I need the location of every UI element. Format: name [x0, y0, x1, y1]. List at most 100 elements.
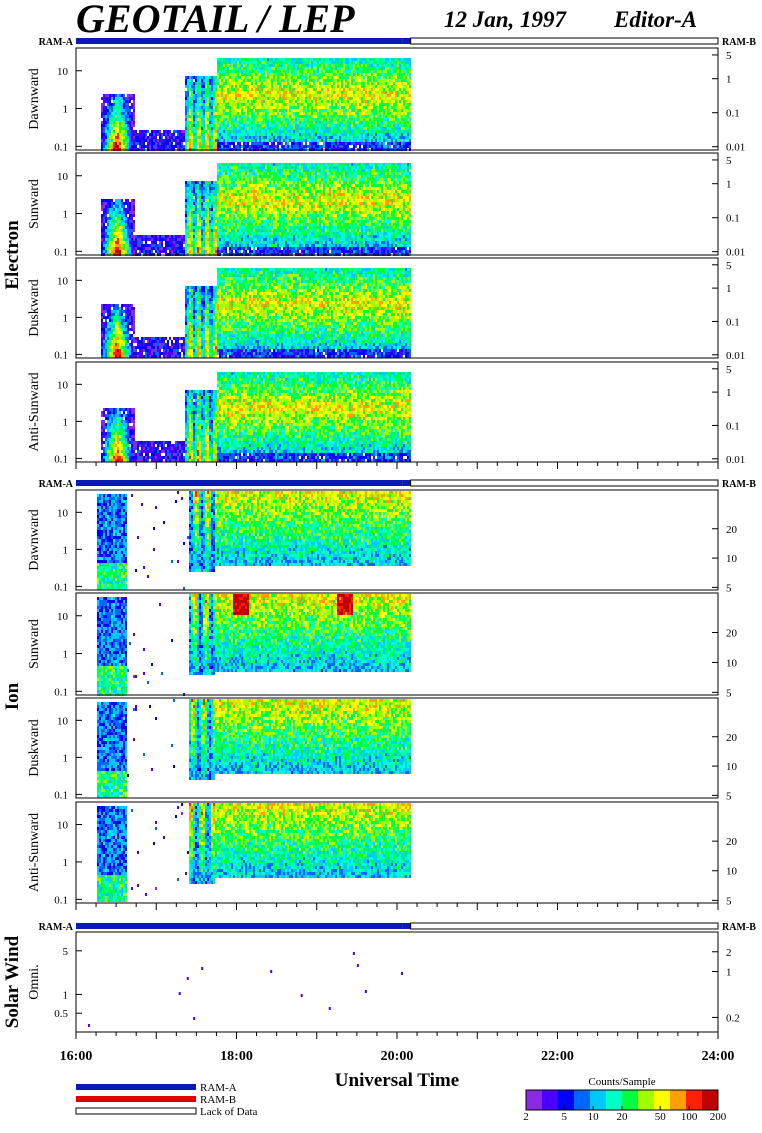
- heatmap-cell: [127, 100, 129, 103]
- heatmap-cell: [371, 70, 373, 73]
- heatmap-cell: [391, 112, 393, 115]
- heatmap-cell: [385, 109, 387, 112]
- heatmap-cell: [125, 241, 127, 244]
- heatmap-cell: [221, 109, 223, 112]
- heatmap-cell: [393, 73, 395, 76]
- heatmap-cell: [185, 121, 187, 124]
- heatmap-cell: [223, 247, 225, 250]
- heatmap-cell: [211, 76, 213, 79]
- heatmap-cell: [311, 85, 313, 88]
- heatmap-cell: [155, 136, 157, 139]
- heatmap-cell: [321, 130, 323, 133]
- heatmap-cell: [217, 91, 219, 94]
- heatmap-cell: [299, 58, 301, 61]
- heatmap-cell: [203, 85, 205, 88]
- heatmap-cell: [241, 61, 243, 64]
- heatmap-cell: [389, 100, 391, 103]
- heatmap-cell: [187, 205, 189, 208]
- heatmap-cell: [387, 67, 389, 70]
- heatmap-cell: [115, 247, 117, 250]
- heatmap-cell: [231, 82, 233, 85]
- heatmap-cell: [221, 220, 223, 223]
- heatmap-cell: [223, 250, 225, 253]
- heatmap-cell: [209, 139, 211, 142]
- heatmap-cell: [245, 97, 247, 100]
- heatmap-cell: [171, 139, 173, 142]
- heatmap-cell: [105, 238, 107, 241]
- heatmap-cell: [325, 118, 327, 121]
- heatmap-cell: [109, 211, 111, 214]
- heatmap-cell: [355, 118, 357, 121]
- heatmap-cell: [103, 238, 105, 241]
- heatmap-cell: [295, 139, 297, 142]
- heatmap-cell: [359, 64, 361, 67]
- heatmap-cell: [315, 124, 317, 127]
- heatmap-cell: [229, 88, 231, 91]
- heatmap-cell: [295, 88, 297, 91]
- heatmap-cell: [197, 124, 199, 127]
- heatmap-cell: [371, 82, 373, 85]
- heatmap-cell: [243, 61, 245, 64]
- heatmap-cell: [377, 136, 379, 139]
- heatmap-cell: [307, 61, 309, 64]
- heatmap-cell: [287, 100, 289, 103]
- heatmap-cell: [293, 130, 295, 133]
- heatmap-cell: [241, 70, 243, 73]
- heatmap-cell: [379, 121, 381, 124]
- heatmap-cell: [327, 103, 329, 106]
- heatmap-cell: [351, 79, 353, 82]
- heatmap-cell: [187, 187, 189, 190]
- heatmap-cell: [191, 211, 193, 214]
- heatmap-cell: [353, 100, 355, 103]
- heatmap-cell: [103, 199, 105, 202]
- heatmap-cell: [313, 136, 315, 139]
- heatmap-cell: [281, 85, 283, 88]
- heatmap-cell: [209, 211, 211, 214]
- heatmap-cell: [221, 247, 223, 250]
- heatmap-cell: [345, 118, 347, 121]
- heatmap-cell: [197, 238, 199, 241]
- heatmap-cell: [389, 127, 391, 130]
- heatmap-cell: [223, 223, 225, 226]
- heatmap-cell: [253, 88, 255, 91]
- heatmap-cell: [189, 193, 191, 196]
- heatmap-cell: [161, 238, 163, 241]
- heatmap-cell: [167, 145, 169, 148]
- heatmap-cell: [261, 67, 263, 70]
- heatmap-cell: [159, 250, 161, 253]
- heatmap-cell: [341, 133, 343, 136]
- heatmap-cell: [375, 94, 377, 97]
- heatmap-cell: [199, 199, 201, 202]
- heatmap-cell: [111, 121, 113, 124]
- heatmap-cell: [321, 133, 323, 136]
- heatmap-cell: [357, 142, 359, 145]
- heatmap-cell: [349, 142, 351, 145]
- heatmap-cell: [217, 103, 219, 106]
- heatmap-cell: [295, 133, 297, 136]
- heatmap-cell: [285, 58, 287, 61]
- heatmap-cell: [359, 76, 361, 79]
- heatmap-cell: [205, 142, 207, 145]
- heatmap-cell: [223, 244, 225, 247]
- heatmap-cell: [139, 247, 141, 250]
- heatmap-cell: [109, 97, 111, 100]
- heatmap-cell: [301, 79, 303, 82]
- heatmap-cell: [341, 76, 343, 79]
- heatmap-cell: [207, 214, 209, 217]
- heatmap-cell: [339, 115, 341, 118]
- heatmap-cell: [231, 100, 233, 103]
- heatmap-cell: [305, 73, 307, 76]
- heatmap-cell: [409, 91, 411, 94]
- heatmap-cell: [179, 250, 181, 253]
- heatmap-cell: [137, 244, 139, 247]
- heatmap-cell: [223, 166, 225, 169]
- heatmap-cell: [203, 223, 205, 226]
- heatmap-cell: [227, 64, 229, 67]
- heatmap-cell: [123, 208, 125, 211]
- heatmap-cell: [207, 238, 209, 241]
- heatmap-cell: [317, 79, 319, 82]
- heatmap-cell: [323, 61, 325, 64]
- heatmap-cell: [313, 97, 315, 100]
- heatmap-cell: [229, 232, 231, 235]
- heatmap-cell: [295, 85, 297, 88]
